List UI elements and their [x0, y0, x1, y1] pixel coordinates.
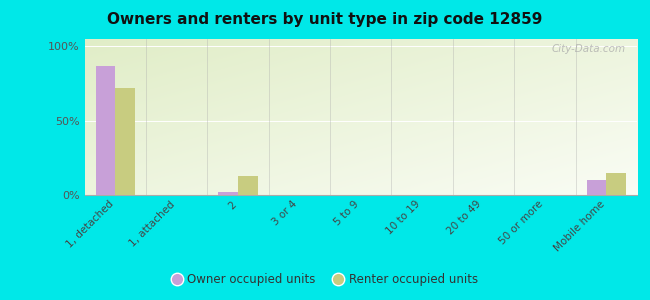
Text: Owners and renters by unit type in zip code 12859: Owners and renters by unit type in zip c… — [107, 12, 543, 27]
Bar — [96, 66, 115, 195]
Text: City-Data.com: City-Data.com — [552, 44, 626, 54]
Bar — [115, 88, 135, 195]
Bar — [238, 176, 257, 195]
Legend: Owner occupied units, Renter occupied units: Owner occupied units, Renter occupied un… — [167, 269, 483, 291]
Bar — [218, 192, 238, 195]
Bar — [587, 180, 606, 195]
Bar — [606, 173, 626, 195]
